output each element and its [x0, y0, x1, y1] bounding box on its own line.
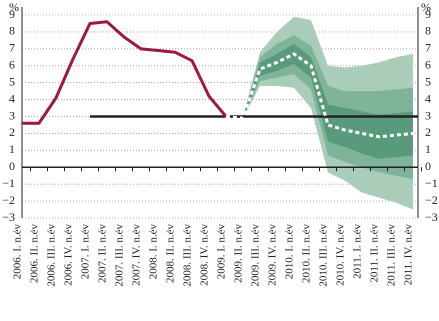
- y-tick-label-right: 2: [425, 125, 431, 139]
- y-tick-label: −2: [2, 193, 15, 207]
- y-tick-label: 5: [9, 74, 15, 88]
- y-tick-label: 7: [9, 41, 15, 55]
- x-tick-label: 2009. I. n.év: [216, 224, 228, 280]
- x-tick-label: 2009. II. n.év: [233, 224, 245, 283]
- x-tick-label: 2007. III. n.év: [114, 224, 126, 287]
- x-tick-label: 2010. III. n.év: [318, 224, 330, 287]
- x-tick-label: 2007. IV. n.év: [131, 224, 143, 286]
- fan-band: [226, 43, 413, 159]
- y-tick-label-right: −2: [425, 193, 438, 207]
- y-tick-label-right: 0: [425, 159, 431, 173]
- y-tick-label-right: 4: [425, 91, 431, 105]
- y-tick-label-right: 7: [425, 41, 431, 55]
- x-tick-label: 2009. III. n.év: [250, 224, 262, 287]
- y-tick-label: 8: [9, 24, 15, 38]
- x-tick-label: 2008. II. n.év: [165, 224, 177, 283]
- y-tick-label: 0: [9, 159, 15, 173]
- x-tick-label: 2007. II. n.év: [97, 224, 109, 283]
- x-tick-label: 2008. III. n.év: [182, 224, 194, 287]
- x-tick-label: 2011. I. n.év: [352, 224, 364, 279]
- x-tick-label: 2010. II. n.év: [301, 224, 313, 283]
- x-tick-label: 2006. IV. n.év: [63, 224, 75, 286]
- y-tick-label: 2: [9, 125, 15, 139]
- x-tick-label: 2011. III. n.év: [386, 224, 398, 287]
- x-tick-label: 2008. I. n.év: [148, 224, 160, 280]
- series-line: [225, 52, 414, 139]
- y-tick-label: 1: [9, 142, 15, 156]
- x-tick-label: 2008. IV. n.év: [199, 224, 211, 286]
- y-tick-label: 9: [9, 7, 15, 21]
- y-tick-label-right: 1: [425, 142, 431, 156]
- y-tick-label: −1: [2, 176, 15, 190]
- y-tick-label-right: 6: [425, 58, 431, 72]
- y-tick-label: 6: [9, 58, 15, 72]
- x-tick-label: 2011. II. n.év: [369, 224, 381, 283]
- y-tick-label-right: −1: [425, 176, 438, 190]
- y-tick-label: 3: [9, 108, 15, 122]
- x-tick-label: 2006. I. n.év: [12, 224, 24, 280]
- x-tick-label: 2011. IV. n.év: [403, 224, 415, 286]
- y-tick-label-right: −3: [425, 210, 438, 224]
- x-tick-label: 2007. I. n.év: [80, 224, 92, 280]
- x-tick-label: 2006. III. n.év: [46, 224, 58, 287]
- x-tick-label: 2006. II. n.év: [29, 224, 41, 283]
- x-tick-label: 2010. IV. n.év: [335, 224, 347, 286]
- series-line: [22, 20, 228, 125]
- y-tick-label: 4: [9, 91, 15, 105]
- y-tick-label-right: 5: [425, 74, 431, 88]
- y-unit-left: %: [9, 0, 19, 14]
- x-tick-label: 2009. IV. n.év: [267, 224, 279, 286]
- y-unit-right: %: [421, 0, 431, 14]
- y-tick-label-right: 9: [425, 7, 431, 21]
- y-tick-label: −3: [2, 210, 15, 224]
- x-tick-label: 2010. I. n.év: [284, 224, 296, 280]
- y-tick-label-right: 8: [425, 24, 431, 38]
- y-tick-label-right: 3: [425, 108, 431, 122]
